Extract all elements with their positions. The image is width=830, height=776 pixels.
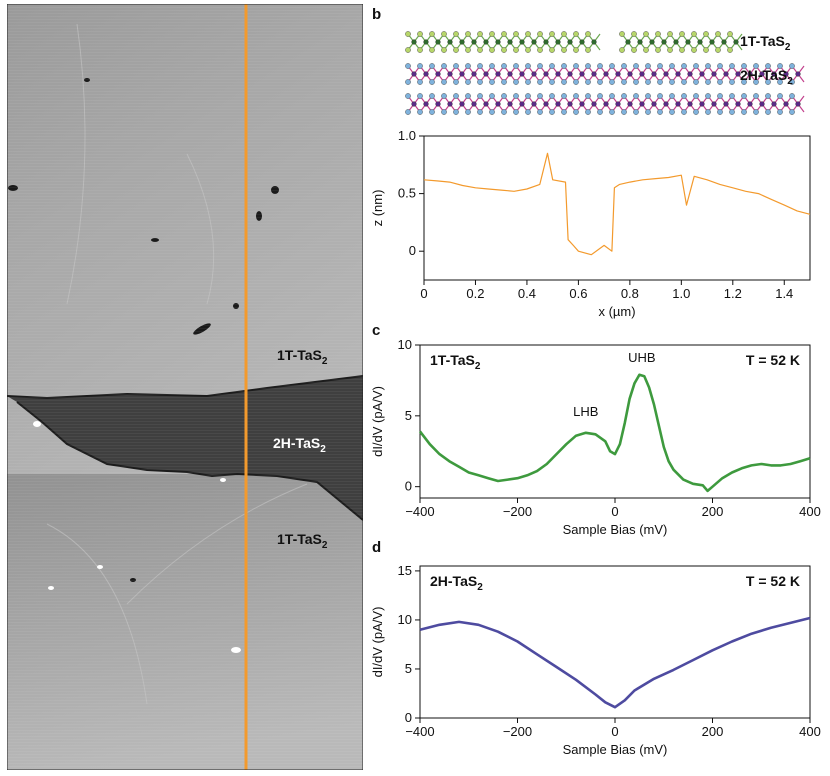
x-tick-label: 1.0 <box>672 286 690 301</box>
2h-layer-top <box>405 63 805 85</box>
scan-lines <box>7 4 363 770</box>
panel-letter-d: d <box>372 539 382 556</box>
panel-letter-c: c <box>372 322 381 339</box>
band-annotation: UHB <box>628 350 655 365</box>
panel-letter-b: b <box>372 6 382 23</box>
y-tick-label: 5 <box>405 408 412 423</box>
x-tick-label: −200 <box>503 724 532 739</box>
label-1t-bottom: 1T-TaS2 <box>277 531 328 551</box>
plot-frame <box>419 565 811 719</box>
stm-topography-image: 1T-TaS2 2H-TaS2 1T-TaS2 <box>7 4 363 770</box>
x-tick-label: 0 <box>611 504 618 519</box>
x-tick-label: 1.2 <box>724 286 742 301</box>
label-1t-top: 1T-TaS2 <box>277 347 328 367</box>
data-series-line <box>423 152 811 256</box>
x-tick-label: 200 <box>702 504 724 519</box>
y-tick-label: 10 <box>398 612 412 627</box>
x-tick-label: −400 <box>405 724 434 739</box>
2h-layer-bottom <box>405 93 805 115</box>
1t-layer-right <box>619 31 743 53</box>
temperature-label: T = 52 K <box>746 352 800 368</box>
x-tick-label: 0.4 <box>518 286 536 301</box>
y-tick-label: 10 <box>398 337 412 352</box>
x-tick-label: 0.6 <box>569 286 587 301</box>
x-tick-label: 400 <box>799 724 821 739</box>
plot-frame <box>423 135 811 281</box>
y-tick-label: 0 <box>409 243 416 258</box>
data-series-line <box>419 616 811 709</box>
label-2h: 2H-TaS2 <box>273 435 326 455</box>
x-axis-label: x (µm) <box>598 304 635 319</box>
x-tick-label: 0.2 <box>466 286 484 301</box>
crystal-label-2h: 2H-TaS2 <box>740 67 793 87</box>
1t-layer-left <box>405 31 601 53</box>
y-axis-label: dI/dV (pA/V) <box>370 607 385 678</box>
temperature-label: T = 52 K <box>746 573 800 589</box>
data-series-line <box>418 373 811 493</box>
x-tick-label: 200 <box>702 724 724 739</box>
y-axis-label: dI/dV (pA/V) <box>370 386 385 457</box>
y-tick-label: 0.5 <box>398 186 416 201</box>
x-tick-label: 1.4 <box>775 286 793 301</box>
crystal-label-1t: 1T-TaS2 <box>740 33 791 53</box>
x-axis-label: Sample Bias (mV) <box>563 742 668 757</box>
y-tick-label: 1.0 <box>398 128 416 143</box>
x-tick-label: 0 <box>420 286 427 301</box>
x-tick-label: 0 <box>611 724 618 739</box>
crystal-structure-schematic: 1T-TaS2 2H-TaS2 <box>405 31 805 115</box>
y-tick-label: 15 <box>398 563 412 578</box>
y-tick-label: 5 <box>405 661 412 676</box>
band-annotation: LHB <box>573 404 598 419</box>
x-tick-label: 0.8 <box>621 286 639 301</box>
x-axis-label: Sample Bias (mV) <box>563 522 668 537</box>
spectrum-label: 1T-TaS2 <box>430 352 481 372</box>
y-axis-label: z (nm) <box>370 190 385 227</box>
spectrum-label: 2H-TaS2 <box>430 573 483 593</box>
y-tick-label: 0 <box>405 710 412 725</box>
plot-frame <box>419 344 811 499</box>
x-tick-label: −200 <box>503 504 532 519</box>
x-tick-label: −400 <box>405 504 434 519</box>
x-tick-label: 400 <box>799 504 821 519</box>
y-tick-label: 0 <box>405 479 412 494</box>
